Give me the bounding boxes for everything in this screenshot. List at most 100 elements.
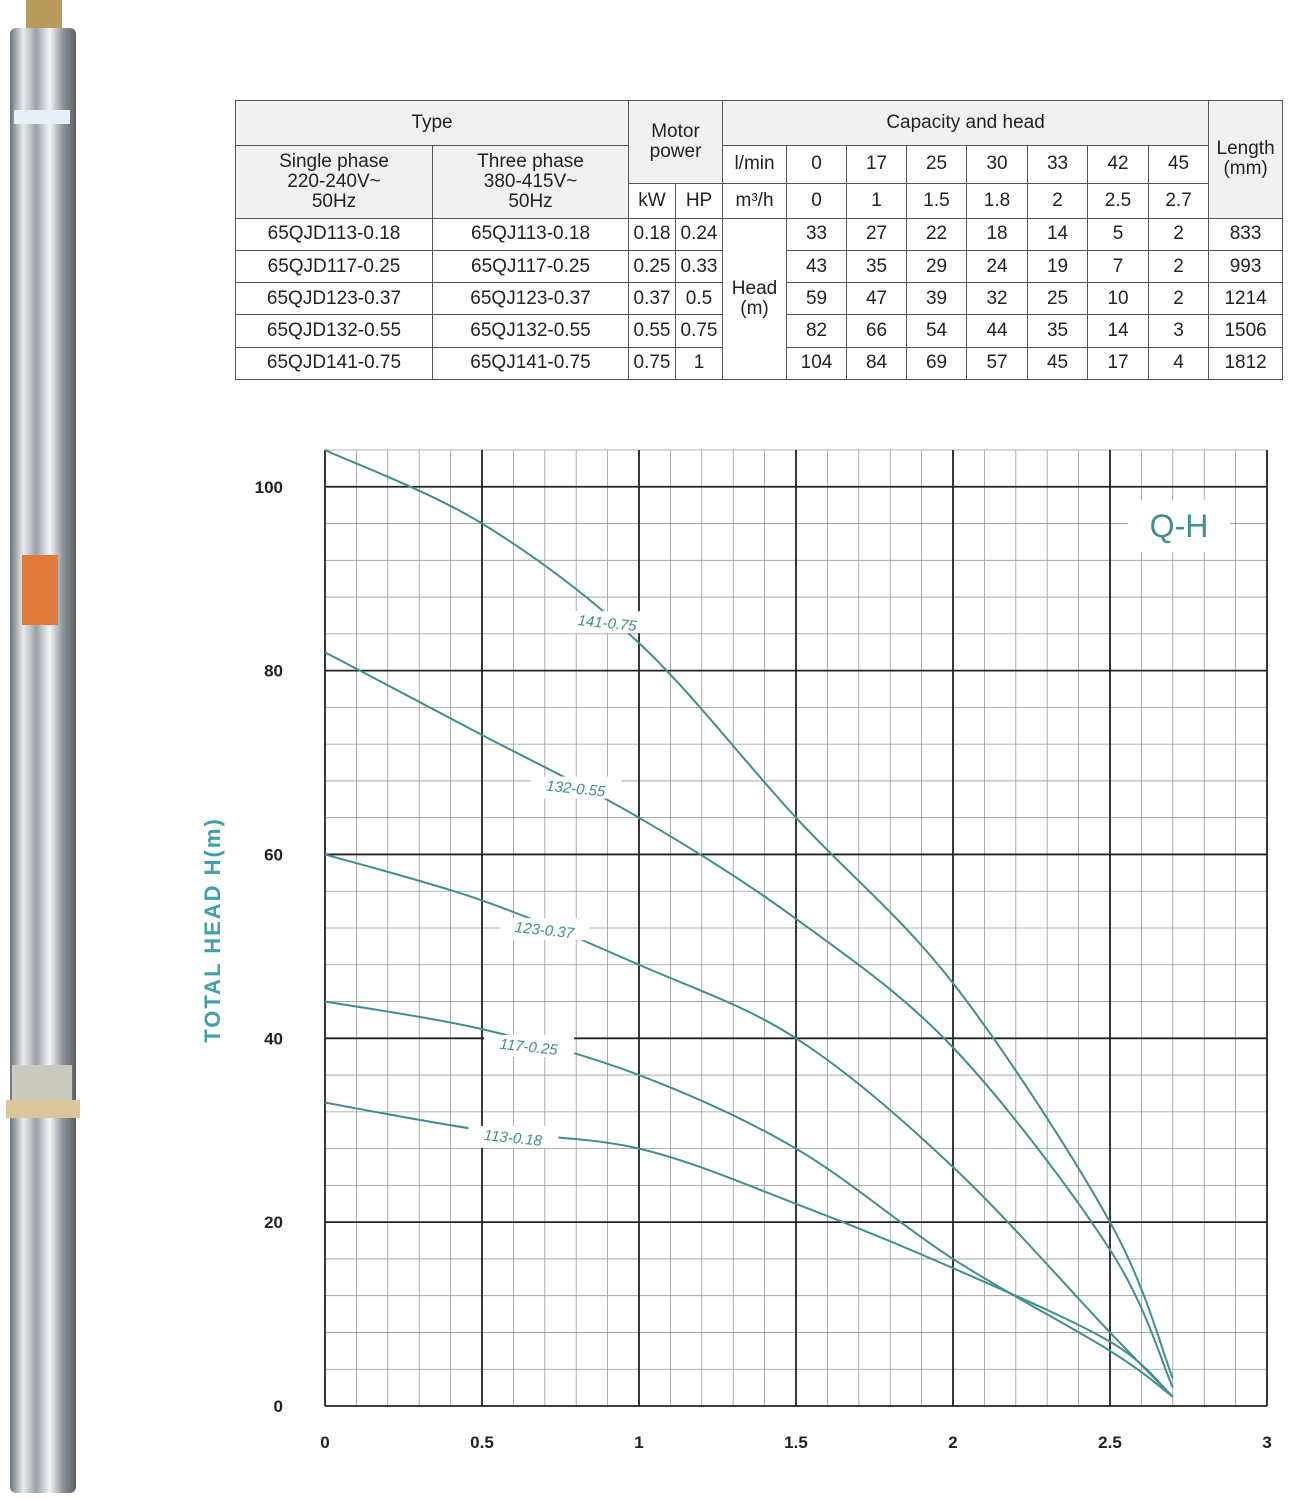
table-cell: 2 <box>1148 250 1210 284</box>
curve-label: 123-0.37 <box>514 919 575 942</box>
table-cell: 54 <box>906 314 968 348</box>
y-tick-label: 100 <box>255 478 283 497</box>
q-h-curve <box>324 1101 1174 1398</box>
table-cell: 43 <box>786 250 848 284</box>
table-cell: 35 <box>846 250 908 284</box>
spec-table: Type Motor power Capacity and head Length (… <box>234 99 1284 381</box>
table-cell: 2.5 <box>1087 182 1150 219</box>
table-cell: 19 <box>1027 250 1089 284</box>
table-cell: 1214 <box>1208 282 1284 316</box>
table-cell: 2 <box>1027 182 1089 219</box>
header-cell: l/min <box>722 145 788 184</box>
table-cell: 47 <box>846 282 908 316</box>
header-cell: Length (mm) <box>1208 100 1284 219</box>
header-cell: HP <box>675 182 724 219</box>
table-cell: 66 <box>846 314 908 348</box>
table-cell: 65QJ123-0.37 <box>431 282 630 316</box>
pump-outlet <box>26 0 62 30</box>
curve-label: 117-0.25 <box>499 1036 559 1059</box>
table-cell: 17 <box>846 145 908 184</box>
table-cell: 1.8 <box>966 182 1029 219</box>
table-cell: 1812 <box>1208 346 1284 381</box>
table-cell: 0.25 <box>628 250 677 284</box>
table-cell: 33 <box>1027 145 1089 184</box>
x-tick-label: 1 <box>634 1433 643 1452</box>
table-cell: 14 <box>1087 314 1150 348</box>
pump-inlet <box>12 1065 72 1105</box>
table-cell: 0 <box>786 182 848 219</box>
table-cell: 29 <box>906 250 968 284</box>
table-cell: 5 <box>1087 217 1150 252</box>
table-cell: 2 <box>1148 217 1210 252</box>
table-cell: 0.33 <box>675 250 724 284</box>
table-cell: 7 <box>1087 250 1150 284</box>
x-tick-label: 0.5 <box>470 1433 494 1452</box>
x-tick-label: 1.5 <box>784 1433 808 1452</box>
header-cell: Motor power <box>628 100 724 184</box>
pump-badge <box>14 110 70 124</box>
curve-label-bg <box>468 1125 559 1148</box>
curve-label: 141-0.75 <box>577 612 638 635</box>
q-h-curve <box>324 651 1174 1389</box>
q-h-curve <box>324 449 1174 1379</box>
x-tick-label: 0 <box>320 1433 329 1452</box>
table-cell: 14 <box>1027 217 1089 252</box>
header-cell: m³/h <box>722 182 788 219</box>
table-cell: 42 <box>1087 145 1150 184</box>
table-cell: 65QJD113-0.18 <box>235 217 433 252</box>
table-cell: 84 <box>846 346 908 381</box>
table-cell: 65QJ117-0.25 <box>431 250 630 284</box>
table-cell: 30 <box>966 145 1029 184</box>
table-cell: 45 <box>1027 346 1089 381</box>
table-cell: 44 <box>966 314 1029 348</box>
title-box <box>1128 500 1230 552</box>
table-cell: 65QJ141-0.75 <box>431 346 630 381</box>
table-cell: 65QJ113-0.18 <box>431 217 630 252</box>
table-cell: 69 <box>906 346 968 381</box>
table-cell: 35 <box>1027 314 1089 348</box>
table-cell: 3 <box>1148 314 1210 348</box>
header-cell: Single phase 220-240V~ 50Hz <box>235 145 433 219</box>
pump-ring <box>6 1100 80 1118</box>
curve-label-bg <box>531 776 622 799</box>
table-cell: 18 <box>966 217 1029 252</box>
q-h-curve <box>324 1000 1174 1398</box>
header-cell: Capacity and head <box>722 99 1210 147</box>
y-axis-label: TOTAL HEAD H(m) <box>200 817 225 1043</box>
table-cell: 39 <box>906 282 968 316</box>
y-tick-label: 0 <box>274 1397 283 1416</box>
y-tick-label: 20 <box>264 1213 283 1232</box>
curve-label-bg <box>562 611 653 634</box>
table-cell: 1 <box>675 346 724 381</box>
table-cell: 0.18 <box>628 217 677 252</box>
table-cell: 17 <box>1087 346 1150 381</box>
curve-label-bg <box>499 918 590 941</box>
curve-label: 113-0.18 <box>483 1127 543 1150</box>
table-cell: 1 <box>846 182 908 219</box>
table-cell: 104 <box>786 346 848 381</box>
curve-label: 132-0.55 <box>545 778 606 801</box>
table-cell: 4 <box>1148 346 1210 381</box>
table-cell: 33 <box>786 217 848 252</box>
q-h-curve <box>324 853 1174 1398</box>
table-cell: 32 <box>966 282 1029 316</box>
table-cell: 0.5 <box>675 282 724 316</box>
table-cell: 0.24 <box>675 217 724 252</box>
curve-label-bg <box>484 1034 575 1057</box>
table-cell: 59 <box>786 282 848 316</box>
header-cell: Head (m) <box>722 217 788 381</box>
x-tick-label: 2.5 <box>1098 1433 1122 1452</box>
x-tick-label: 2 <box>948 1433 957 1452</box>
table-cell: 22 <box>906 217 968 252</box>
table-cell: 0.37 <box>628 282 677 316</box>
table-cell: 0 <box>786 145 848 184</box>
table-cell: 82 <box>786 314 848 348</box>
table-cell: 1.5 <box>906 182 968 219</box>
table-cell: 65QJD123-0.37 <box>235 282 433 316</box>
y-tick-label: 40 <box>264 1029 283 1048</box>
pump-body <box>10 28 76 1493</box>
table-cell: 0.75 <box>628 346 677 381</box>
table-cell: 833 <box>1208 217 1284 252</box>
table-cell: 65QJD117-0.25 <box>235 250 433 284</box>
